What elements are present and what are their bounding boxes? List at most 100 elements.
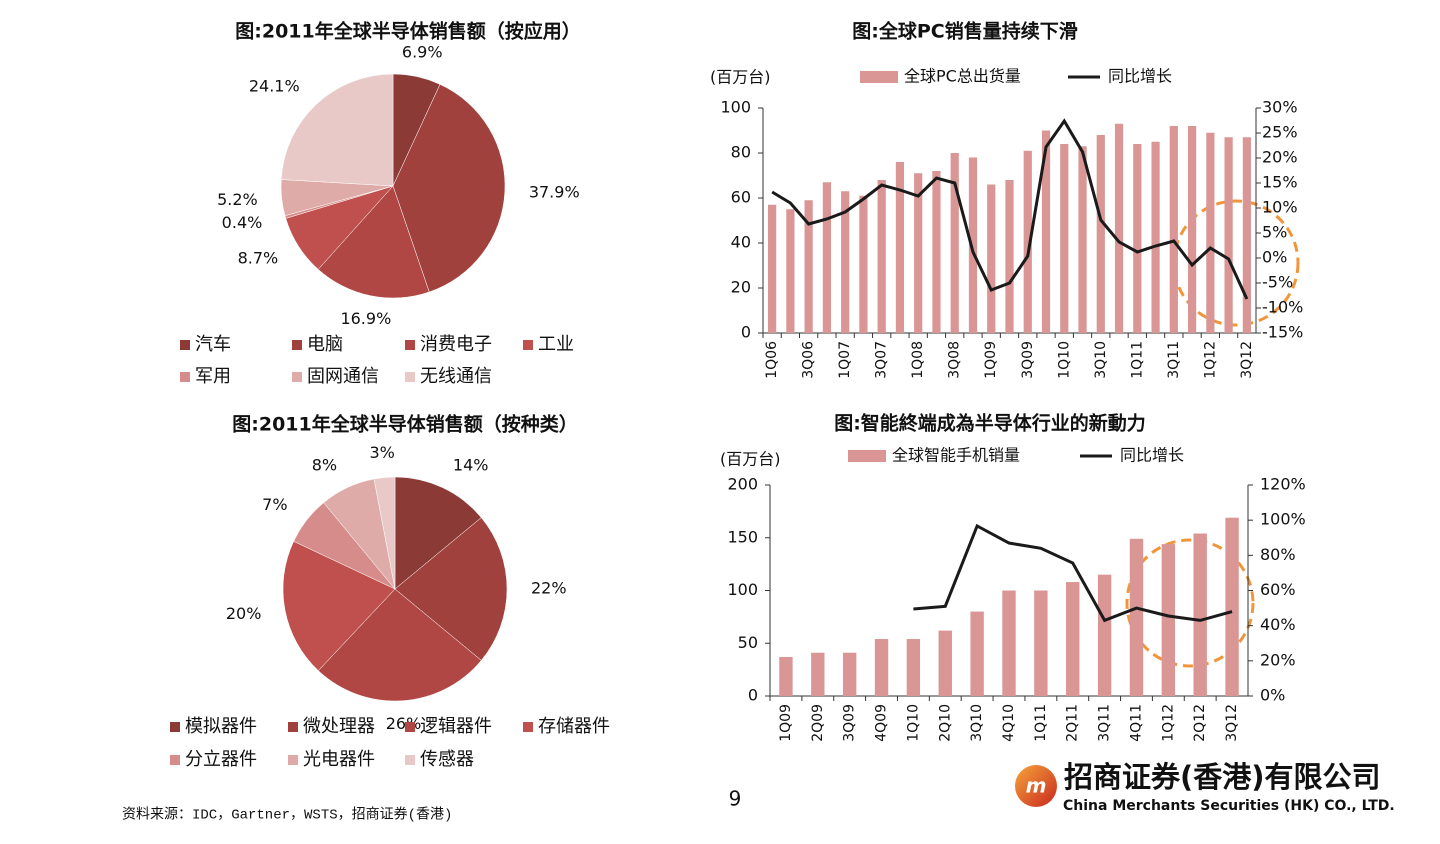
- bar: [804, 200, 813, 333]
- legend-label: 全球PC总出货量: [904, 67, 1021, 86]
- x-tick-label: 1Q10: [905, 704, 921, 742]
- pie-slice: [282, 540, 396, 671]
- y-tick-label: 100: [720, 98, 751, 117]
- page-number: 9: [729, 787, 742, 811]
- line-series: [771, 118, 1249, 300]
- legend-swatch: [405, 340, 415, 350]
- bar: [1060, 144, 1069, 333]
- x-tick-label: 3Q10: [969, 704, 985, 742]
- bar: [1023, 150, 1032, 333]
- legend-swatch: [405, 755, 415, 765]
- chart-title: 图:全球PC销售量持续下滑: [852, 20, 1077, 43]
- legend-swatch: [405, 722, 415, 732]
- data-label: 37.9%: [529, 183, 580, 202]
- y-tick-label: 0: [741, 323, 751, 342]
- data-label: 8%: [312, 455, 337, 474]
- y2-tick-label: 15%: [1262, 173, 1298, 192]
- bar: [1034, 590, 1048, 696]
- x-tick-label: 3Q07: [874, 341, 890, 379]
- bar: [970, 611, 984, 696]
- data-label: 14%: [453, 455, 489, 474]
- bar: [1193, 533, 1207, 696]
- legend-label: 消费电子: [420, 334, 492, 355]
- x-tick-label: 1Q11: [1033, 704, 1049, 742]
- y-tick-label: 50: [738, 633, 758, 652]
- legend-swatch: [180, 340, 190, 350]
- data-label: 8.7%: [238, 248, 279, 267]
- line-series: [913, 523, 1233, 623]
- y2-tick-label: 20%: [1262, 148, 1298, 167]
- data-label: 22%: [531, 579, 567, 598]
- y2-tick-label: 120%: [1260, 475, 1306, 494]
- pie-slice: [392, 84, 506, 293]
- legend-label: 传感器: [420, 749, 474, 770]
- bar: [841, 191, 850, 333]
- x-tick-label: 3Q06: [801, 341, 817, 379]
- x-tick-label: 1Q08: [910, 341, 926, 379]
- bar: [914, 173, 923, 333]
- bar: [1206, 132, 1215, 333]
- bar: [768, 204, 777, 333]
- legend-label: 全球智能手机销量: [892, 446, 1020, 465]
- y-tick-label: 150: [727, 527, 758, 546]
- x-tick-label: 3Q09: [842, 704, 858, 742]
- bar: [842, 652, 857, 696]
- bar: [1161, 544, 1176, 696]
- y2-tick-label: 80%: [1260, 545, 1296, 564]
- chart-title: 图:智能終端成為半导体行业的新動力: [834, 412, 1146, 435]
- y2-tick-label: 60%: [1260, 580, 1296, 599]
- bar: [1151, 141, 1160, 333]
- data-label: 24.1%: [249, 77, 300, 96]
- legend-swatch: [292, 372, 302, 382]
- y2-tick-label: 30%: [1262, 98, 1298, 117]
- bar: [938, 630, 952, 696]
- x-tick-label: 1Q06: [764, 341, 780, 379]
- x-tick-label: 3Q11: [1166, 341, 1182, 379]
- pie-slice: [317, 588, 482, 702]
- bar: [1005, 180, 1014, 333]
- legend-label: 模拟器件: [185, 716, 257, 737]
- logo-name-cn: 招商证券(香港)有限公司: [1064, 760, 1381, 794]
- bar: [1114, 123, 1124, 333]
- bar: [779, 656, 793, 696]
- x-tick-label: 3Q08: [947, 341, 963, 379]
- legend-label: 固网通信: [307, 366, 379, 387]
- source-note: 资料来源：IDC，Gartner，WSTS，招商证券(香港): [122, 807, 452, 824]
- bar: [1225, 517, 1239, 696]
- x-tick-label: 3Q10: [1093, 341, 1109, 379]
- x-tick-label: 3Q11: [1097, 704, 1113, 742]
- y2-tick-label: 10%: [1262, 198, 1298, 217]
- legend-swatch: [170, 755, 180, 765]
- bar: [1078, 146, 1087, 333]
- chart-title: 图:2011年全球半导体销售额（按种类）: [232, 413, 577, 436]
- y-axis-label: (百万台): [710, 68, 771, 87]
- x-tick-label: 1Q12: [1160, 704, 1176, 742]
- legend-label: 工业: [538, 334, 574, 355]
- bar: [1097, 574, 1112, 696]
- pie-slice: [394, 476, 482, 590]
- bar: [1242, 137, 1251, 333]
- y-tick-label: 80: [731, 143, 751, 162]
- bar: [1041, 130, 1051, 333]
- x-tick-label: 4Q09: [874, 704, 890, 742]
- legend-swatch: [288, 755, 298, 765]
- legend-label: 军用: [195, 366, 231, 387]
- legend-swatch: [292, 340, 302, 350]
- data-label: 3%: [370, 443, 395, 462]
- data-label: 20%: [226, 604, 262, 623]
- bar: [1224, 137, 1233, 333]
- x-tick-label: 1Q12: [1202, 341, 1218, 379]
- bar: [1169, 126, 1178, 333]
- legend-swatch: [288, 722, 298, 732]
- bar: [906, 639, 921, 696]
- pie-slice: [317, 185, 430, 299]
- y-tick-label: 0: [748, 686, 758, 705]
- x-tick-label: 4Q11: [1128, 704, 1144, 742]
- bar: [932, 171, 941, 333]
- legend-label: 微处理器: [303, 716, 375, 737]
- bar: [1187, 126, 1197, 333]
- legend-label: 逻辑器件: [420, 716, 492, 737]
- pie-slice: [394, 517, 508, 661]
- bar: [874, 639, 889, 696]
- data-label: 0.4%: [222, 213, 263, 232]
